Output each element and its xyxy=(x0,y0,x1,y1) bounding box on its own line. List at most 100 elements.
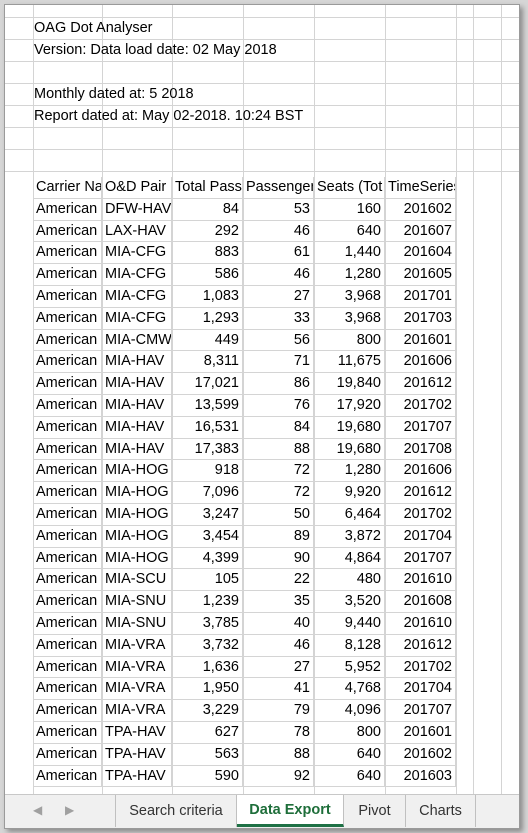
table-cell[interactable]: 3,247 xyxy=(172,504,243,526)
table-cell[interactable]: MIA-VRA xyxy=(102,634,172,657)
cell-grid[interactable]: OAG Dot Analyser Version: Data load date… xyxy=(5,5,519,795)
table-cell[interactable]: 105 xyxy=(172,569,243,592)
table-cell[interactable]: 201702 xyxy=(385,395,456,417)
table-cell[interactable]: 201707 xyxy=(385,547,456,570)
table-cell[interactable]: MIA-VRA xyxy=(102,700,172,722)
table-cell[interactable]: 33 xyxy=(243,307,314,330)
table-cell[interactable]: 201602 xyxy=(385,198,456,221)
table-cell[interactable]: 35 xyxy=(243,591,314,613)
table-cell[interactable]: 3,229 xyxy=(172,700,243,722)
table-cell[interactable]: 27 xyxy=(243,286,314,308)
table-cell[interactable]: MIA-HAV xyxy=(102,395,172,417)
table-cell[interactable]: 84 xyxy=(172,198,243,221)
table-cell[interactable]: American xyxy=(33,634,102,657)
table-cell[interactable]: MIA-SCU xyxy=(102,569,172,592)
table-cell[interactable]: TPA-HAV xyxy=(102,743,172,766)
table-cell[interactable]: 800 xyxy=(314,722,385,744)
table-cell[interactable]: American xyxy=(33,504,102,526)
table-cell[interactable]: 7,096 xyxy=(172,482,243,504)
table-cell[interactable]: American xyxy=(33,351,102,374)
table-cell[interactable]: 201702 xyxy=(385,504,456,526)
table-cell[interactable]: American xyxy=(33,482,102,504)
tab-charts[interactable]: Charts xyxy=(406,795,476,827)
table-cell[interactable]: 201707 xyxy=(385,416,456,439)
table-cell[interactable]: 480 xyxy=(314,569,385,592)
table-cell[interactable]: 201612 xyxy=(385,634,456,657)
table-cell[interactable]: 92 xyxy=(243,765,314,788)
table-cell[interactable]: 883 xyxy=(172,242,243,265)
table-cell[interactable]: MIA-CFG xyxy=(102,286,172,308)
table-cell[interactable]: 19,840 xyxy=(314,373,385,395)
table-cell[interactable]: MIA-HAV xyxy=(102,373,172,395)
table-cell[interactable]: TPA-HAV xyxy=(102,765,172,788)
table-cell[interactable]: 640 xyxy=(314,743,385,766)
table-cell[interactable]: 3,968 xyxy=(314,307,385,330)
table-cell[interactable]: 3,732 xyxy=(172,634,243,657)
table-cell[interactable]: 1,636 xyxy=(172,656,243,679)
table-cell[interactable]: American xyxy=(33,613,102,635)
table-cell[interactable]: American xyxy=(33,460,102,483)
table-cell[interactable]: 3,520 xyxy=(314,591,385,613)
table-cell[interactable]: 50 xyxy=(243,504,314,526)
table-cell[interactable]: 19,680 xyxy=(314,438,385,461)
table-cell[interactable]: 201703 xyxy=(385,307,456,330)
table-cell[interactable]: 19,680 xyxy=(314,416,385,439)
table-cell[interactable]: 201606 xyxy=(385,351,456,374)
table-cell[interactable]: 1,280 xyxy=(314,460,385,483)
table-cell[interactable]: 201707 xyxy=(385,700,456,722)
table-cell[interactable]: MIA-VRA xyxy=(102,656,172,679)
table-cell[interactable]: 3,785 xyxy=(172,613,243,635)
column-header[interactable]: Carrier Name xyxy=(33,177,102,199)
table-cell[interactable]: 4,096 xyxy=(314,700,385,722)
table-cell[interactable]: 918 xyxy=(172,460,243,483)
table-cell[interactable]: American xyxy=(33,286,102,308)
table-cell[interactable]: 800 xyxy=(314,329,385,352)
table-cell[interactable]: MIA-CFG xyxy=(102,242,172,265)
table-cell[interactable]: 640 xyxy=(314,765,385,788)
table-cell[interactable]: American xyxy=(33,395,102,417)
column-header[interactable]: Seats (Tot xyxy=(314,177,385,199)
table-cell[interactable]: 8,311 xyxy=(172,351,243,374)
table-cell[interactable]: 201701 xyxy=(385,286,456,308)
column-header[interactable]: Total Pass xyxy=(172,177,243,199)
table-cell[interactable]: 1,440 xyxy=(314,242,385,265)
table-cell[interactable]: 449 xyxy=(172,329,243,352)
table-cell[interactable]: 201702 xyxy=(385,656,456,679)
table-cell[interactable]: American xyxy=(33,242,102,265)
table-cell[interactable]: American xyxy=(33,656,102,679)
table-cell[interactable]: 4,399 xyxy=(172,547,243,570)
table-cell[interactable]: TPA-HAV xyxy=(102,722,172,744)
table-cell[interactable]: American xyxy=(33,743,102,766)
column-header[interactable]: O&D Pair ( xyxy=(102,177,172,199)
table-cell[interactable]: American xyxy=(33,264,102,286)
table-cell[interactable]: 1,950 xyxy=(172,678,243,701)
table-cell[interactable]: 201605 xyxy=(385,264,456,286)
table-cell[interactable]: 27 xyxy=(243,656,314,679)
table-cell[interactable]: MIA-HOG xyxy=(102,482,172,504)
table-cell[interactable]: 86 xyxy=(243,373,314,395)
table-cell[interactable]: 9,920 xyxy=(314,482,385,504)
table-cell[interactable]: 201608 xyxy=(385,591,456,613)
table-cell[interactable]: 292 xyxy=(172,220,243,243)
table-cell[interactable]: 201612 xyxy=(385,373,456,395)
table-cell[interactable]: 627 xyxy=(172,722,243,744)
table-cell[interactable]: 79 xyxy=(243,700,314,722)
table-cell[interactable]: 88 xyxy=(243,743,314,766)
table-cell[interactable]: MIA-HOG xyxy=(102,525,172,548)
table-cell[interactable]: American xyxy=(33,220,102,243)
table-cell[interactable]: 201704 xyxy=(385,525,456,548)
table-cell[interactable]: American xyxy=(33,569,102,592)
table-cell[interactable]: 201603 xyxy=(385,765,456,788)
table-cell[interactable]: 72 xyxy=(243,482,314,504)
table-cell[interactable]: 201602 xyxy=(385,743,456,766)
table-cell[interactable]: American xyxy=(33,547,102,570)
table-cell[interactable]: 88 xyxy=(243,438,314,461)
table-cell[interactable]: 1,239 xyxy=(172,591,243,613)
table-cell[interactable]: 1,083 xyxy=(172,286,243,308)
table-cell[interactable]: 61 xyxy=(243,242,314,265)
table-cell[interactable]: American xyxy=(33,329,102,352)
table-cell[interactable]: MIA-HAV xyxy=(102,438,172,461)
table-cell[interactable]: American xyxy=(33,722,102,744)
table-cell[interactable]: 160 xyxy=(314,198,385,221)
table-cell[interactable]: 84 xyxy=(243,416,314,439)
